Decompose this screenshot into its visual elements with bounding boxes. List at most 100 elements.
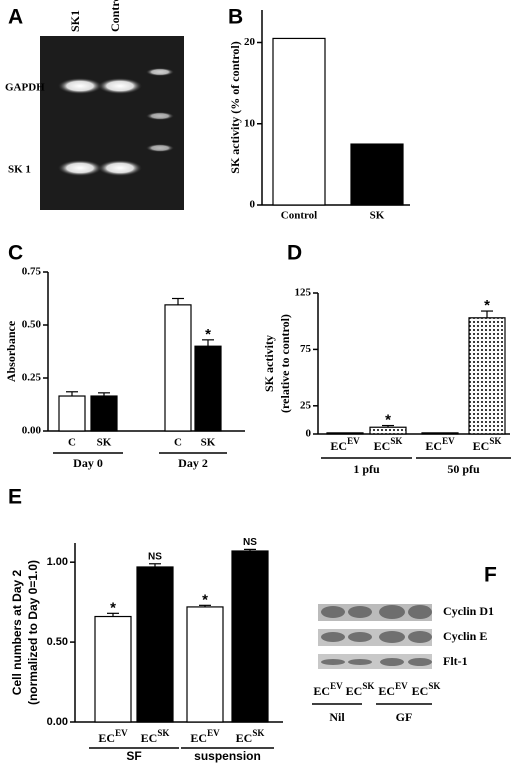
bar: [194, 345, 222, 432]
y-tick-label: 0: [306, 428, 312, 440]
annotation: NS: [243, 537, 257, 548]
label-base: EC: [412, 684, 429, 698]
y-tick-label: 0.00: [47, 716, 68, 728]
label-base: EC: [141, 731, 158, 745]
y-tick-label: 0: [250, 199, 256, 211]
annotation: *: [205, 326, 211, 343]
y-tick-label: 0.75: [22, 266, 42, 278]
panel-letter: D: [287, 242, 302, 265]
chart: 0.00 0.50 1.00 Cell numbers at Day 2 (normal…: [10, 537, 283, 763]
bar: [272, 37, 326, 206]
label-superscript: SK: [157, 728, 169, 738]
x-tick-label: SK: [201, 437, 216, 449]
y-tick-label: 125: [295, 287, 312, 299]
label-superscript: EV: [330, 681, 343, 691]
annotation: *: [110, 599, 116, 616]
label-base: EC: [236, 731, 253, 745]
y-axis-label: (relative to control): [278, 314, 292, 413]
bar: [90, 395, 118, 432]
group-label: SF: [126, 749, 141, 763]
bar: [58, 395, 86, 432]
gel-f: [312, 604, 432, 705]
bar: [326, 432, 364, 435]
annotation: *: [385, 412, 391, 429]
label-base: EC: [190, 731, 207, 745]
y-axis-label: SK activity: [262, 335, 276, 392]
band-label: GAPDH: [5, 82, 45, 94]
y-tick-label: 75: [300, 343, 312, 355]
x-tick-label: Control: [281, 210, 317, 222]
x-tick-label: SK: [370, 210, 385, 222]
x-tick-label: ECEV: [425, 436, 455, 453]
panel-letter: A: [8, 6, 23, 29]
group-label: suspension: [194, 749, 261, 763]
y-tick-label: 20: [244, 36, 256, 48]
x-tick-label: ECEV: [330, 436, 360, 453]
bar: [94, 615, 132, 723]
lane-label: SK1: [68, 10, 82, 32]
x-tick-label: ECEV: [190, 728, 220, 745]
label-superscript: EV: [442, 436, 455, 446]
bar: [468, 317, 506, 435]
group-label: 1 pfu: [353, 462, 380, 476]
band-label: Cyclin E: [443, 629, 487, 643]
x-tick-label: C: [68, 437, 76, 449]
y-axis-label: (normalized to Day 0=1.0): [26, 560, 40, 705]
band-label: Flt-1: [443, 654, 468, 668]
group-label: Nil: [329, 710, 345, 724]
annotation: NS: [148, 551, 162, 562]
label-base: EC: [313, 684, 330, 698]
label-superscript: SK: [390, 436, 402, 446]
group-label: 50 pfu: [447, 462, 480, 476]
lane-label: ECEV: [313, 681, 343, 698]
label-superscript: EV: [115, 728, 128, 738]
label-superscript: EV: [395, 681, 408, 691]
label-superscript: SK: [362, 681, 374, 691]
bar: [136, 566, 174, 723]
annotation: *: [484, 297, 490, 314]
panel-letter: B: [228, 6, 243, 29]
label-base: EC: [346, 684, 363, 698]
lane-label: Control: [108, 0, 122, 32]
y-tick-label: 1.00: [47, 556, 68, 568]
y-tick-label: 10: [244, 117, 256, 129]
bar: [186, 606, 224, 723]
group-label: GF: [396, 710, 413, 724]
x-tick-label: SK: [97, 437, 112, 449]
label-base: EC: [378, 684, 395, 698]
y-tick-label: 0.25: [22, 372, 42, 384]
label-superscript: SK: [428, 681, 440, 691]
chart: 0.00 0.25 0.50 0.75 Absorbance C SK C * SK Day 0 Da…: [4, 266, 245, 470]
panel-letter: E: [8, 486, 22, 509]
lane-label: ECSK: [346, 681, 375, 698]
group-label: Day 2: [178, 456, 208, 470]
chart: 0 25 75 125 SK activity (relative to control)…: [262, 287, 511, 476]
group-label: Day 0: [73, 456, 103, 470]
panel-letter: C: [8, 242, 23, 265]
band-label: Cyclin D1: [443, 604, 494, 618]
bar: [164, 304, 192, 432]
bar: [350, 143, 404, 206]
x-tick-label: ECSK: [236, 728, 265, 745]
y-axis-label: SK activity (% of control): [228, 41, 242, 173]
y-tick-label: 0.50: [22, 319, 42, 331]
label-superscript: SK: [252, 728, 264, 738]
label-superscript: EV: [347, 436, 360, 446]
panel-letter: F: [484, 564, 497, 587]
x-tick-label: C: [174, 437, 182, 449]
label-superscript: EV: [207, 728, 220, 738]
bar: [231, 550, 269, 723]
annotation: *: [202, 591, 208, 608]
y-tick-label: 0.50: [47, 636, 68, 648]
gel-a: [40, 36, 184, 210]
band-label: SK 1: [8, 164, 31, 176]
lane-label: ECSK: [412, 681, 441, 698]
label-base: EC: [330, 439, 347, 453]
label-superscript: SK: [489, 436, 501, 446]
lane-label: ECEV: [378, 681, 408, 698]
label-base: EC: [374, 439, 391, 453]
bar: [421, 432, 459, 435]
x-tick-label: ECSK: [473, 436, 502, 453]
